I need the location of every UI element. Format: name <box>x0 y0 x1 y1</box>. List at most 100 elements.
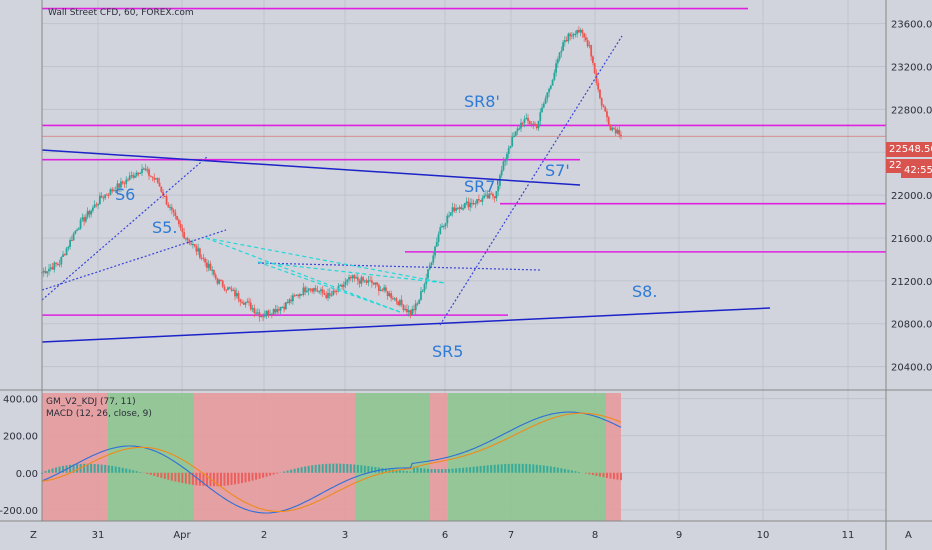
candle-body <box>542 103 545 108</box>
candle-body <box>60 256 63 265</box>
kdj-region <box>448 393 606 521</box>
candle-body <box>341 284 343 287</box>
candle-body <box>211 269 214 271</box>
candle-body <box>260 316 263 318</box>
candle-body <box>388 293 391 297</box>
candle-body <box>292 295 294 302</box>
candle-body <box>227 287 229 291</box>
macd-histogram-bar <box>584 472 587 474</box>
candle-body <box>81 217 84 220</box>
macd-histogram-bar <box>216 472 219 487</box>
macd-histogram-bar <box>149 472 152 476</box>
candle-body <box>267 310 270 315</box>
trendline-upper <box>41 149 581 186</box>
candle-body <box>97 203 100 206</box>
candle-body <box>406 308 408 313</box>
kdj-region <box>606 393 621 521</box>
macd-histogram-bar <box>167 472 170 480</box>
macd-histogram-bar <box>476 466 479 473</box>
dotted-neckline <box>257 262 541 271</box>
candle-body <box>497 185 500 192</box>
timezone-button[interactable]: Z <box>30 530 37 541</box>
candle-body <box>79 219 82 229</box>
candle-body <box>370 280 373 283</box>
candle-body <box>72 233 75 241</box>
candle-body <box>444 223 447 226</box>
candle-body <box>48 268 50 272</box>
candle-body <box>541 107 543 113</box>
candle-body <box>463 203 466 209</box>
candle-body <box>332 290 335 296</box>
candle-body <box>342 284 345 287</box>
candle-body <box>404 308 407 311</box>
candle-body <box>420 291 422 300</box>
macd-histogram-bar <box>462 467 465 473</box>
macd-histogram-bar <box>335 463 338 473</box>
macd-histogram-bar <box>100 464 103 473</box>
candle-body <box>593 63 596 74</box>
macd-histogram-bar <box>160 472 163 478</box>
macd-histogram-bar <box>363 465 366 473</box>
candle-body <box>135 172 138 176</box>
candle-body <box>209 263 212 271</box>
trendline-lower <box>41 307 771 343</box>
candle-body <box>486 194 489 199</box>
candle-body <box>216 278 219 284</box>
macd-histogram-bar <box>304 466 307 473</box>
candle-body <box>448 215 450 217</box>
candle-body <box>488 193 491 199</box>
candle-body <box>476 199 479 204</box>
candle-body <box>53 262 56 270</box>
macd-histogram-bar <box>135 471 138 473</box>
candle-body <box>304 287 307 293</box>
macd-histogram-bar <box>290 469 293 473</box>
candle-body <box>162 191 164 196</box>
macd-histogram-bar <box>469 467 472 473</box>
candle-body <box>139 173 142 175</box>
candle-body <box>202 257 205 259</box>
candle-body <box>286 302 289 304</box>
candle-body <box>93 204 96 208</box>
time-tick-label: 7 <box>508 530 514 541</box>
macd-histogram-bar <box>328 463 331 473</box>
macd-histogram-bar <box>419 468 422 473</box>
candle-body <box>576 30 579 34</box>
candle-body <box>595 73 598 83</box>
macd-histogram-bar <box>451 468 454 473</box>
macd-histogram-bar <box>188 472 191 485</box>
candle-body <box>525 117 528 120</box>
candle-body <box>414 303 417 311</box>
signal-line <box>41 412 622 513</box>
macd-histogram-bar <box>251 472 254 481</box>
candle-body <box>437 234 440 242</box>
macd-histogram-bar <box>76 464 79 473</box>
candle-body <box>158 182 161 187</box>
candle-body <box>246 301 249 303</box>
candle-body <box>548 88 550 93</box>
candle-body <box>327 293 329 298</box>
macd-histogram-bar <box>549 466 552 473</box>
candle-body <box>258 312 261 317</box>
auto-scale-button[interactable]: A <box>905 530 912 541</box>
candle-body <box>485 194 487 196</box>
macd-histogram-bar <box>202 472 205 486</box>
candle-body <box>477 199 480 201</box>
candle-body <box>393 298 396 300</box>
candle-body <box>120 181 122 188</box>
candle-body <box>432 255 435 263</box>
macd-histogram-bar <box>511 463 514 473</box>
macd-histogram-bar <box>219 472 222 486</box>
candle-body <box>284 302 287 310</box>
macd-histogram-bar <box>234 472 236 485</box>
time-tick-label: 3 <box>342 530 348 541</box>
dotted-trend-sr5 <box>439 35 623 326</box>
candle-body <box>611 127 614 131</box>
candle-body <box>184 238 187 240</box>
macd-histogram-bar <box>521 463 524 473</box>
macd-histogram-bar <box>118 467 121 473</box>
macd-histogram-bar <box>83 463 86 473</box>
annotation-label: SR7' <box>464 177 500 196</box>
candle-body <box>555 63 557 73</box>
kdj-region <box>430 393 448 521</box>
